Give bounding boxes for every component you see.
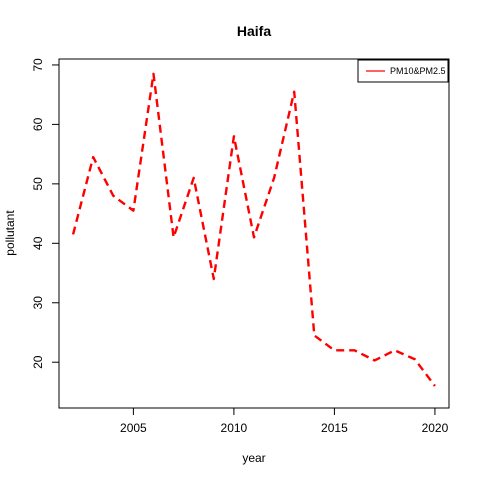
legend-box bbox=[357, 59, 449, 83]
x-tick-label: 2015 bbox=[321, 421, 348, 435]
legend: PM10&PM2.5 bbox=[357, 59, 449, 83]
chart-title: Haifa bbox=[237, 23, 271, 39]
series-line bbox=[71, 72, 436, 387]
y-tick-label: 30 bbox=[31, 296, 45, 310]
y-axis: 20 30 40 50 60 70 bbox=[31, 58, 60, 369]
y-tick-label: 50 bbox=[31, 177, 45, 191]
y-tick-label: 40 bbox=[31, 236, 45, 250]
x-tick-label: 2010 bbox=[221, 421, 248, 435]
series-layer bbox=[71, 72, 436, 387]
x-axis: 2005 2010 2015 2020 bbox=[120, 407, 449, 435]
y-tick-label: 70 bbox=[31, 58, 45, 72]
y-tick-label: 20 bbox=[31, 355, 45, 369]
x-tick-label: 2005 bbox=[120, 421, 147, 435]
x-axis-label: year bbox=[242, 451, 265, 465]
legend-entry-label: PM10&PM2.5 bbox=[390, 66, 446, 76]
y-axis-label: pollutant bbox=[3, 210, 17, 256]
y-tick-label: 60 bbox=[31, 117, 45, 131]
x-tick-label: 2020 bbox=[422, 421, 449, 435]
